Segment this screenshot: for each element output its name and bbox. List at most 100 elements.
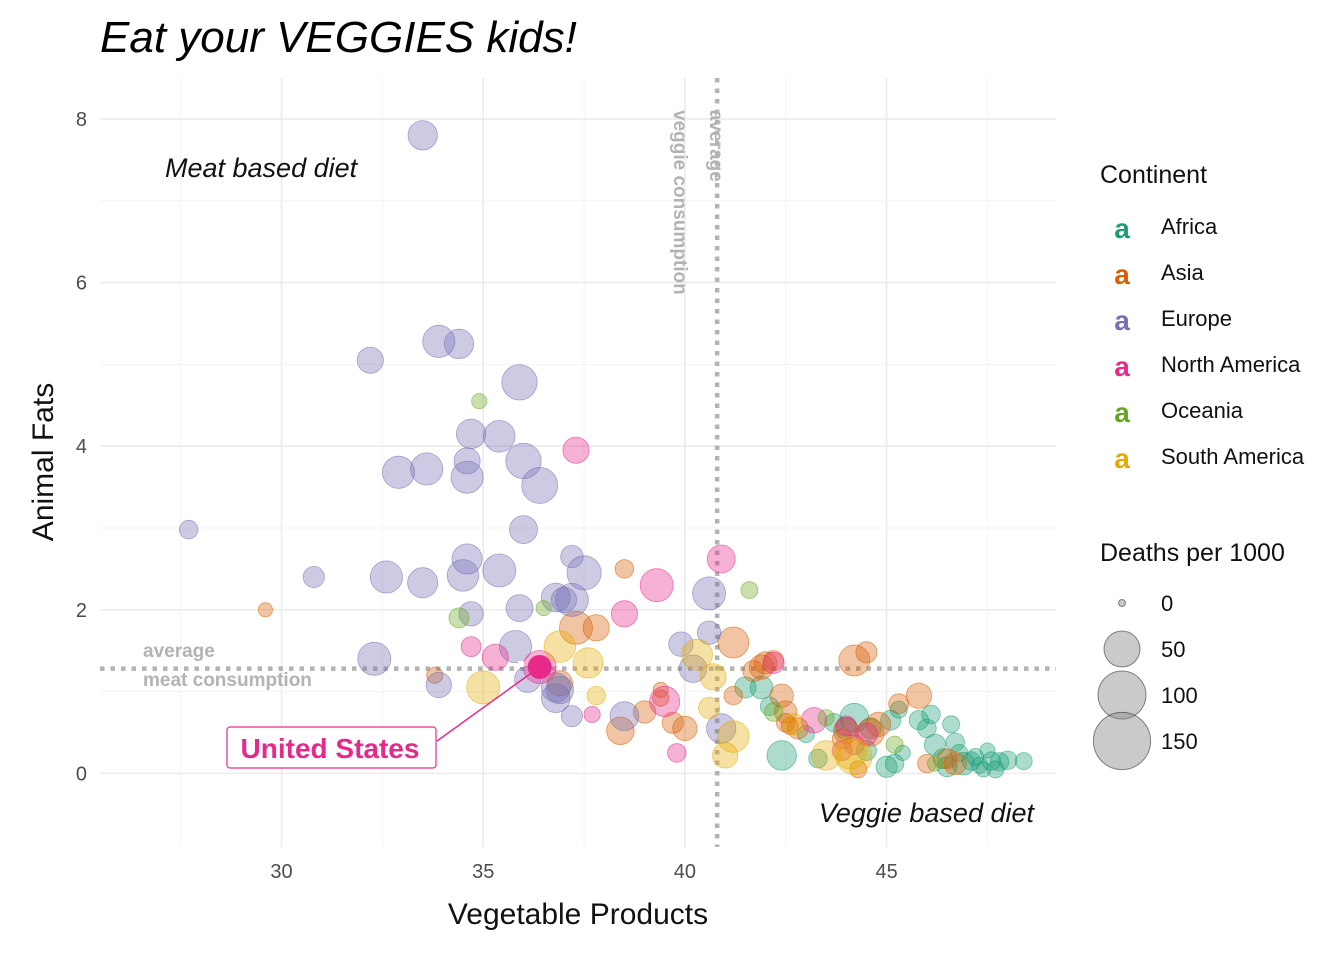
hline-label-line1: average: [143, 641, 215, 662]
data-point: [936, 748, 958, 769]
data-point: [855, 641, 878, 664]
united-states-highlight: United States: [226, 655, 552, 769]
data-point: [369, 560, 403, 594]
annotation-meat-based-diet: Meat based diet: [165, 153, 359, 183]
data-point: [763, 702, 784, 722]
data-point: [471, 393, 488, 410]
data-point: [884, 753, 905, 774]
data-point: [540, 683, 571, 713]
data-point: [782, 713, 805, 736]
data-points: [178, 120, 1033, 779]
legend-key-glyph: a: [1114, 397, 1130, 428]
data-point: [698, 696, 721, 719]
data-point: [712, 742, 739, 769]
data-point: [566, 555, 602, 591]
data-point: [498, 630, 532, 664]
data-point: [924, 733, 947, 756]
data-point: [583, 706, 601, 724]
data-point: [699, 663, 727, 691]
data-point: [609, 701, 640, 731]
legend-key-glyph: a: [1114, 213, 1130, 244]
data-point: [562, 436, 590, 464]
legend-label-size: 100: [1161, 683, 1198, 708]
data-point: [945, 732, 965, 753]
data-point: [483, 420, 516, 453]
data-point: [1014, 752, 1033, 770]
data-point: [905, 682, 933, 709]
data-point: [762, 651, 785, 674]
x-axis-title: Vegetable Products: [448, 898, 708, 931]
data-point: [856, 718, 885, 747]
data-point: [446, 559, 480, 592]
data-point: [356, 346, 384, 374]
y-tick-label: 6: [76, 273, 87, 295]
data-point: [835, 715, 857, 737]
data-point: [981, 751, 1002, 771]
data-point: [582, 614, 610, 642]
data-point: [706, 544, 736, 574]
data-point: [734, 676, 757, 699]
chart-title: Eat your VEGGIES kids!: [100, 13, 577, 62]
data-point: [942, 715, 960, 734]
y-tick-label: 0: [76, 763, 87, 785]
united-states-leader-line: [436, 666, 541, 742]
data-point: [885, 735, 904, 754]
vline-label-line1: average: [705, 110, 726, 182]
legend-title-continent: Continent: [1100, 161, 1207, 189]
data-point: [381, 455, 415, 489]
legend: Continent a Africa a Asia a Europe a North Amer…: [1092, 161, 1305, 771]
data-point: [540, 672, 571, 703]
data-point: [800, 707, 828, 734]
data-point: [921, 704, 941, 725]
reference-lines: [100, 78, 1056, 847]
hline-label-line2: meat consumption: [143, 670, 312, 691]
data-point: [422, 324, 456, 358]
legend-continent-entries: a Africa a Asia a Europe a North America a Oceani…: [1114, 213, 1305, 474]
data-point: [723, 686, 744, 706]
data-point: [766, 740, 797, 771]
legend-label-continent: South America: [1161, 444, 1305, 469]
data-point: [178, 519, 199, 540]
united-states-label: United States: [241, 733, 420, 764]
data-point: [560, 544, 584, 569]
legend-size-entries: 0 50 100 150: [1092, 591, 1198, 771]
data-point: [466, 670, 501, 705]
data-point: [357, 641, 392, 676]
legend-size-circle: [1092, 711, 1152, 771]
data-point: [667, 743, 687, 763]
data-point: [943, 751, 967, 776]
data-point: [535, 600, 552, 617]
legend-label-continent: Africa: [1161, 214, 1218, 239]
data-point: [407, 567, 439, 599]
legend-size-circle: [1118, 599, 1126, 607]
x-tick-label: 40: [674, 861, 696, 883]
data-point: [448, 607, 470, 629]
data-point: [505, 594, 534, 622]
data-point: [854, 722, 879, 746]
data-point: [450, 460, 484, 494]
united-states-point: [527, 655, 552, 679]
x-tick-label: 30: [270, 861, 292, 883]
legend-size-circle: [1103, 630, 1141, 668]
data-point: [560, 705, 583, 728]
data-point: [668, 631, 694, 657]
legend-label-size: 0: [1161, 591, 1173, 616]
data-point: [550, 586, 578, 614]
data-point: [888, 693, 910, 715]
x-tick-label: 35: [472, 861, 494, 883]
data-point: [875, 755, 898, 778]
data-point: [639, 568, 674, 603]
data-point: [753, 651, 778, 675]
data-point: [748, 654, 775, 680]
data-point: [979, 742, 996, 759]
data-point: [426, 666, 444, 684]
united-states-label-box: [226, 726, 437, 769]
legend-key-glyph: a: [1114, 351, 1130, 382]
data-point: [257, 602, 273, 618]
data-point: [681, 638, 713, 671]
data-point: [543, 630, 577, 663]
united-states-marker: [518, 661, 524, 667]
y-axis-title: Animal Fats: [27, 383, 60, 541]
legend-label-continent: Asia: [1161, 260, 1205, 285]
data-point: [460, 636, 482, 657]
